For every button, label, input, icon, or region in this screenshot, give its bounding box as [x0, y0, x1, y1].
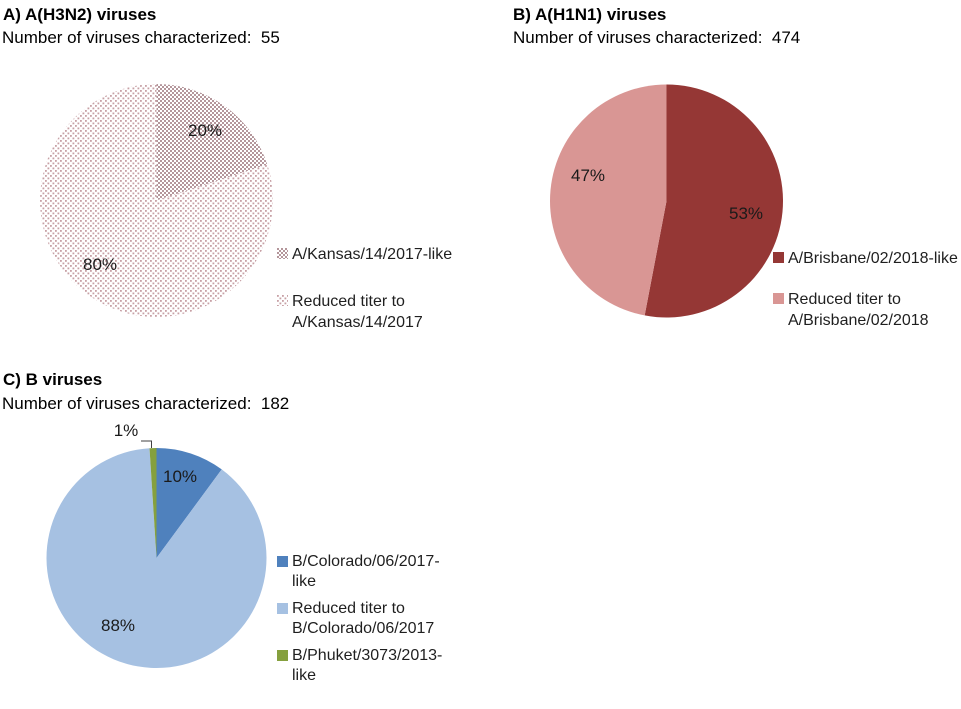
legend-swatch-dark-blue	[277, 556, 288, 567]
outside-label-leader-line	[141, 440, 152, 448]
pie-c-slice-2	[149, 448, 157, 558]
legend-swatch-sparse-dots	[277, 295, 288, 306]
legend-item-label: B/Colorado/06/2017-like	[292, 553, 440, 590]
legend-swatch-light-blue	[277, 603, 288, 614]
legend-item-label: A/Kansas/14/2017-like	[292, 246, 453, 263]
pie-c-percent-label-0: 10%	[162, 467, 198, 486]
legend-item: Reduced titer to A/Kansas/14/2017	[277, 291, 457, 333]
legend-item: A/Kansas/14/2017-like	[277, 244, 452, 265]
legend-item-label: A/Brisbane/02/2018-like	[788, 250, 958, 267]
legend-item-label: B/Phuket/3073/2013-like	[292, 647, 443, 684]
pie-c-percent-label-2: 1%	[113, 421, 139, 440]
pie-b-slice-1	[549, 84, 667, 316]
legend-item: B/Colorado/06/2017-like	[277, 552, 457, 592]
panel-c-title: C) B viruses	[3, 370, 103, 389]
pie-b-percent-label-0: 53%	[728, 204, 764, 223]
legend-item: Reduced titer to A/Brisbane/02/2018	[773, 289, 953, 331]
panel-a-title: A) A(H3N2) viruses	[3, 5, 157, 24]
pie-a-percent-label-0: 20%	[187, 121, 223, 140]
pie-c-percent-label-1: 88%	[100, 616, 136, 635]
legend-item-label: Reduced titer to A/Brisbane/02/2018	[788, 291, 929, 329]
pie-a-percent-label-1: 80%	[82, 255, 118, 274]
legend-item: B/Phuket/3073/2013-like	[277, 646, 457, 686]
legend-swatch-green	[277, 650, 288, 661]
pie-b-percent-label-1: 47%	[570, 166, 606, 185]
legend-item: Reduced titer to B/Colorado/06/2017	[277, 599, 457, 639]
legend-swatch-dense-dots	[277, 248, 288, 259]
pie-a-slice-1	[40, 84, 273, 317]
panel-b-subtitle: Number of viruses characterized: 474	[513, 28, 801, 47]
pie-c-slice-0	[156, 448, 222, 558]
panel-c-subtitle: Number of viruses characterized: 182	[2, 394, 290, 413]
pie-a-slice-0	[156, 84, 268, 201]
legend-item-label: Reduced titer to B/Colorado/06/2017	[292, 600, 435, 637]
legend-item-label: Reduced titer to A/Kansas/14/2017	[292, 293, 423, 331]
legend-swatch-dark-red	[773, 252, 784, 263]
legend-item: A/Brisbane/02/2018-like	[773, 248, 958, 269]
pie-c-slice-1	[46, 448, 267, 668]
panel-b-title: B) A(H1N1) viruses	[513, 5, 667, 24]
panel-a-subtitle: Number of viruses characterized: 55	[2, 28, 280, 47]
pie-b-slice-0	[644, 84, 783, 318]
legend-swatch-light-pink	[773, 293, 784, 304]
